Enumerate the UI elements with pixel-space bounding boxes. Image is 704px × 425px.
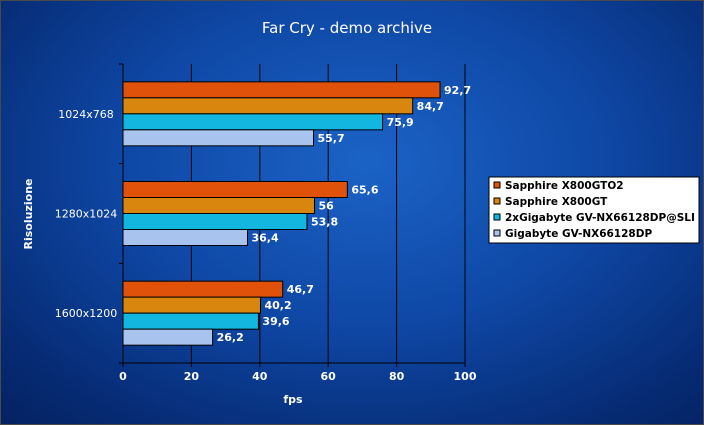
x-tick-label: 0 <box>119 370 127 383</box>
x-tick-label: 60 <box>321 370 337 383</box>
data-label: 53,8 <box>311 216 338 229</box>
legend-entry: Gigabyte GV-NX66128DP <box>505 228 652 240</box>
data-label: 92,7 <box>444 84 471 97</box>
bar <box>122 113 384 131</box>
bar <box>122 197 316 214</box>
legend: Sapphire X800GTO2 Sapphire X800GT 2xGigaby… <box>488 176 700 244</box>
bar <box>122 328 214 346</box>
data-label: 40,2 <box>264 299 291 312</box>
legend-swatch <box>493 213 501 221</box>
bar <box>122 296 261 314</box>
bar <box>122 81 441 99</box>
legend-box <box>488 176 700 244</box>
legend-entry: Sapphire X800GT <box>505 196 608 208</box>
bar <box>122 229 248 246</box>
bar <box>122 312 259 330</box>
x-axis-label: fps <box>283 393 303 406</box>
chart-title: Far Cry - demo archive <box>262 19 432 37</box>
bar <box>122 181 348 198</box>
data-label: 39,6 <box>262 315 289 328</box>
bar <box>122 97 414 115</box>
data-label: 65,6 <box>351 184 378 197</box>
legend-entry: Sapphire X800GTO2 <box>505 180 624 192</box>
data-label: 75,9 <box>387 116 414 129</box>
data-label: 36,4 <box>251 232 278 245</box>
legend-swatch <box>493 197 501 205</box>
bar <box>122 129 314 147</box>
y-category-label: 1600x1200 <box>55 307 118 320</box>
bar <box>122 213 308 230</box>
y-category-label: 1024x768 <box>58 108 114 121</box>
data-label: 46,7 <box>287 283 314 296</box>
data-label: 56 <box>319 200 335 213</box>
legend-swatch <box>493 181 501 189</box>
bars: 92,784,775,9 55,7 65,6 56 53,8 36,4 46,7 40,2 39… <box>122 81 471 346</box>
legend-entry: 2xGigabyte GV-NX66128DP@SLI <box>505 212 695 224</box>
x-tick-label: 80 <box>389 370 405 383</box>
data-label: 84,7 <box>417 100 444 113</box>
bar <box>122 280 284 298</box>
data-label: 55,7 <box>317 132 344 145</box>
data-label: 26,2 <box>217 331 244 344</box>
legend-swatch <box>493 229 501 237</box>
y-category-label: 1280x1024 <box>55 208 118 221</box>
x-tick-label: 40 <box>252 370 268 383</box>
x-tick-label: 100 <box>454 370 477 383</box>
y-axis-label: Risoluzione <box>22 179 35 250</box>
x-tick-label: 20 <box>184 370 200 383</box>
axes: 0 20 40 60 80 100 1024x768 1280x1024 1600x1200 <box>55 63 477 383</box>
